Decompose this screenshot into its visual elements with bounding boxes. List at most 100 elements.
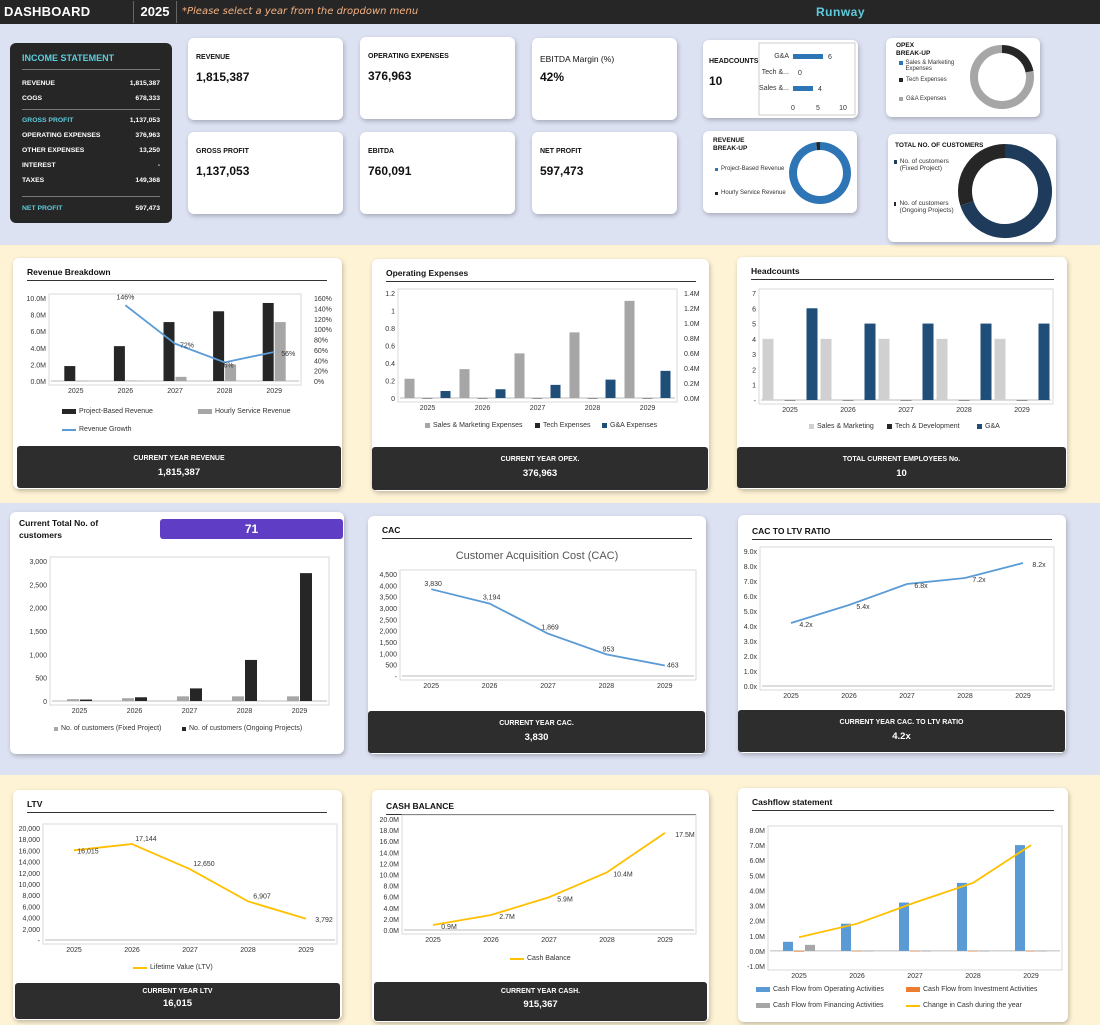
- legend-item: No. of customers (Ongoing Projects): [182, 725, 302, 732]
- x-tick-label: 2025: [420, 405, 436, 412]
- bar: [957, 882, 967, 951]
- legend-item: G&A Expenses: [602, 422, 657, 429]
- operating-expenses-panel: Operating Expenses 0 0.2 0.4 0.6 0.8 1 1.2 2025…: [372, 259, 709, 491]
- cac-chart: - 500 1,000 1,500 2,000 2,500 3,000 3,500 4,000 4…: [379, 569, 697, 690]
- kpi-value: 42%: [540, 70, 565, 84]
- ltv-chart: - 2,000 4,000 6,000 8,000 10,000 12,000 14,000 1…: [19, 823, 338, 954]
- y-tick-label: 3,000: [29, 559, 47, 566]
- legend-item: No. of customers (Ongoing Projects): [894, 200, 964, 214]
- kpi-net-profit-card: NET PROFIT 597,473: [532, 132, 677, 214]
- legend-item: Cash Balance: [510, 955, 571, 962]
- y-tick-label: 10.0M: [380, 873, 400, 880]
- y2-tick-label: 100%: [314, 327, 332, 334]
- plot-frame: [401, 814, 697, 935]
- data-label: 16,015: [77, 848, 99, 855]
- x-tick-label: 2029: [1014, 407, 1030, 414]
- plot-frame: [759, 546, 1055, 691]
- headcount-chart: - 1 2 3 4 5 6 7 2025 2026 2027 2028 2029: [752, 288, 1054, 414]
- kpi-value: 760,091: [368, 164, 412, 178]
- bar-category-label: Tech &...: [762, 69, 789, 76]
- bar: [459, 369, 470, 398]
- current-year-cac-footer: CURRENT YEAR CAC. 3,830: [368, 711, 705, 753]
- y-tick-label: -1.0M: [747, 964, 765, 971]
- series-line: [432, 832, 666, 926]
- bar: [922, 323, 934, 400]
- panel-title: Cashflow statement: [752, 797, 1054, 811]
- customers-donut: [958, 144, 1052, 238]
- x-tick-label: 0: [791, 105, 795, 112]
- y-tick-label: 6,000: [22, 904, 40, 911]
- y-tick-label: 2.0x: [744, 654, 758, 661]
- panel-title: Revenue Breakdown: [27, 267, 327, 281]
- y-tick-label: 500: [35, 676, 47, 683]
- revenue-breakup-card: REVENUE BREAK-UP Project-Based Revenue Ho…: [703, 131, 857, 213]
- y-tick-label: 0: [43, 699, 47, 706]
- data-label: 10.4M: [613, 871, 633, 878]
- bar: [440, 391, 451, 398]
- x-tick-label: 2027: [182, 947, 198, 954]
- bar: [80, 699, 92, 701]
- ltv-panel: LTV - 2,000 4,000 6,000 8,000 10,000 12,000 14,…: [13, 790, 342, 1020]
- bar: [921, 950, 931, 952]
- y-tick-label: 8.0x: [744, 564, 758, 571]
- series-line: [790, 562, 1024, 624]
- y-tick-label: 6.0x: [744, 594, 758, 601]
- x-tick-label: 2025: [66, 947, 82, 954]
- y2-tick-label: 1.2M: [684, 306, 700, 313]
- bar: [262, 302, 274, 381]
- data-label: 5.9M: [557, 896, 573, 903]
- bar: [968, 950, 978, 952]
- cashflow-chart: -1.0M 0.0M 1.0M 2.0M 3.0M 4.0M 5.0M 6.0M 7.0M 8.0…: [747, 825, 1063, 978]
- y2-tick-label: 0.0M: [684, 396, 700, 403]
- x-tick-label: 2026: [127, 708, 143, 715]
- bar: [422, 398, 433, 399]
- legend-item: Tech & Development: [887, 423, 960, 430]
- y2-tick-label: 0.8M: [684, 336, 700, 343]
- runway-link[interactable]: Runway: [816, 5, 866, 19]
- y2-tick-label: 1.4M: [684, 291, 700, 298]
- legend-item: No. of customers (Fixed Project): [894, 158, 964, 172]
- bar: [287, 696, 299, 701]
- headcount-mini-card: HEADCOUNTS 10 G&A 6 Tech &... 0 Sales &... 4 0…: [703, 40, 858, 118]
- y-tick-label: 0.0M: [749, 949, 765, 956]
- legend-item: G&A: [977, 423, 1000, 430]
- x-tick-label: 2026: [849, 973, 865, 978]
- x-tick-label: 2028: [217, 388, 233, 395]
- cash-balance-panel: CASH BALANCE 0.0M 2.0M 4.0M 6.0M 8.0M 10.0M 12…: [372, 790, 709, 1022]
- y-tick-label: -: [754, 398, 757, 405]
- panel-title: CASH BALANCE: [386, 801, 696, 815]
- y-tick-label: 6.0M: [30, 329, 46, 336]
- bar: [587, 398, 598, 399]
- bar: [806, 308, 818, 400]
- kpi-label: NET PROFIT: [540, 148, 582, 155]
- bar: [532, 398, 543, 399]
- x-tick-label: 2026: [482, 683, 498, 690]
- current-year-opex-footer: CURRENT YEAR OPEX. 376,963: [372, 447, 708, 490]
- bar: [495, 389, 506, 398]
- data-label: 17.5M: [675, 832, 695, 839]
- bar-category-label: G&A: [774, 53, 789, 60]
- y2-tick-label: 1.0M: [684, 321, 700, 328]
- data-label: 2.7M: [499, 914, 515, 921]
- x-tick-label: 2026: [118, 388, 134, 395]
- x-tick-label: 2026: [840, 407, 856, 414]
- opex-breakup-card: OPEX BREAK-UP Sales & Marketing Expenses …: [886, 38, 1040, 117]
- data-label: 3,792: [315, 917, 333, 924]
- x-tick-label: 2029: [292, 708, 308, 715]
- legend-item: Hourly Service Revenue: [198, 408, 290, 415]
- y2-tick-label: 40%: [314, 358, 328, 365]
- year-dropdown[interactable]: 2025: [133, 1, 177, 23]
- y-tick-label: 2.0M: [383, 917, 399, 924]
- data-label: 6,907: [253, 893, 271, 900]
- cashflow-panel: Cashflow statement -1.0M 0.0M 1.0M 2.0M 3.0M…: [738, 788, 1068, 1022]
- y-tick-label: 0.0M: [383, 928, 399, 935]
- bar: [805, 944, 815, 951]
- donut-slice: [960, 144, 1052, 238]
- bar: [177, 696, 189, 701]
- x-tick-label: 2026: [483, 937, 499, 944]
- customers-chart: 0 500 1,000 1,500 2,000 2,500 3,000 2025 2026 202…: [29, 556, 330, 715]
- bar: [958, 400, 970, 401]
- x-tick-label: 2027: [898, 407, 914, 414]
- x-tick-label: 2028: [240, 947, 256, 954]
- series-line: [430, 588, 665, 667]
